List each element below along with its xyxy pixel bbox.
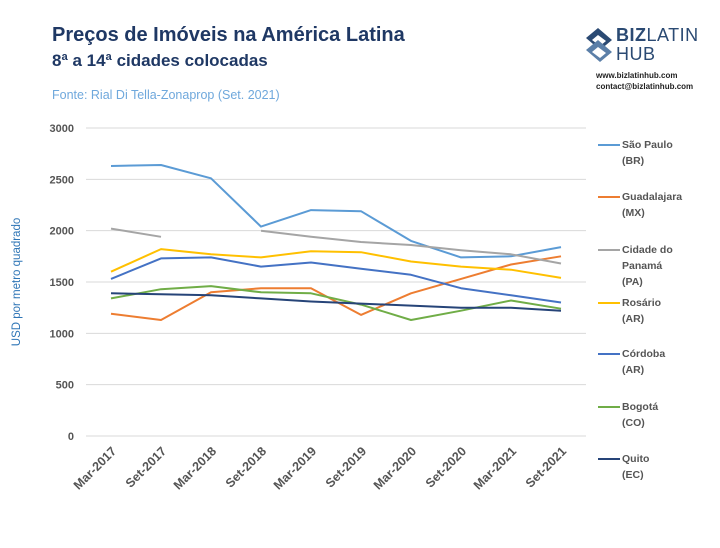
series-line [110,285,562,321]
chart-title: Preços de Imóveis na América Latina [52,24,405,46]
legend-label: Guadalajara (MX) [622,191,683,219]
x-tick-label: Set-2018 [223,444,269,490]
series-line [110,292,562,312]
legend-label: Quito (EC) [622,453,650,481]
x-tick-label: Set-2019 [323,444,369,490]
series-line [110,227,562,265]
legend-label: São Paulo (BR) [622,139,673,167]
x-tick-label: Mar-2018 [171,444,219,492]
x-tick-label: Mar-2017 [71,444,119,492]
x-tick-label: Mar-2021 [471,444,519,492]
y-tick-label: 2000 [50,226,74,238]
y-tick-label: 3000 [50,123,74,135]
legend-swatch [598,353,620,355]
source-note: Fonte: Rial Di Tella-Zonaprop (Set. 2021… [52,88,280,102]
legend-label: Cidade do Panamá (PA) [622,244,673,288]
legend-swatch [598,196,620,198]
y-tick-label: 500 [56,380,74,392]
chart-subtitle: 8ª a 14ª cidades colocadas [52,51,268,70]
legend-swatch [598,249,620,251]
legend-label: Córdoba (AR) [622,348,666,376]
logo-wordmark-top: BIZLATIN [616,25,699,45]
bizlatinhub-logo: BIZLATIN HUB [584,25,704,70]
x-tick-label: Set-2020 [423,444,469,490]
legend-swatch [598,144,620,146]
legend-swatch [598,302,620,304]
series-line [110,248,562,279]
email-text: contact@bizlatinhub.com [596,82,694,91]
y-tick-label: 2500 [50,174,74,186]
series-line [110,164,562,259]
contact-info: www.bizlatinhub.com contact@bizlatinhub.… [596,70,706,92]
x-tick-label: Mar-2019 [271,444,319,492]
y-axis-label: USD por metro quadrado [11,218,23,346]
y-tick-label: 1500 [50,277,74,289]
logo-wordmark-bottom: HUB [616,44,656,64]
x-tick-label: Set-2021 [523,444,569,490]
website-text: www.bizlatinhub.com [596,71,678,80]
y-tick-label: 0 [68,431,74,443]
logo-mark-icon [586,28,612,62]
legend-swatch [598,458,620,460]
y-tick-label: 1000 [50,328,74,340]
legend-label: Rosário (AR) [622,297,662,325]
x-tick-label: Mar-2020 [371,444,419,492]
x-tick-label: Set-2017 [123,444,169,490]
series-line [110,256,562,304]
legend-label: Bogotá (CO) [622,401,659,429]
legend-swatch [598,406,620,408]
